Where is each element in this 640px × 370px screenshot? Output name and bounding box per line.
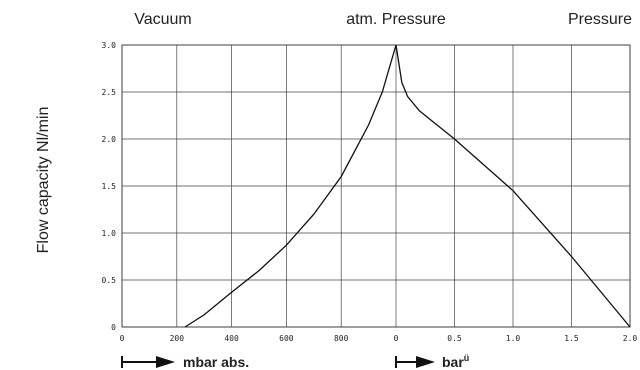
y-tick-label: 0.5 xyxy=(102,276,117,285)
x-tick-label: 0 xyxy=(394,334,399,343)
y-tick-label: 2.0 xyxy=(102,135,117,144)
y-tick-label: 3.0 xyxy=(102,41,117,50)
header-label: Pressure xyxy=(568,11,632,28)
header-label: atm. Pressure xyxy=(346,11,446,28)
curve xyxy=(395,44,631,328)
x-tick-label: 800 xyxy=(334,334,349,343)
x2-axis-label-text: bar xyxy=(442,354,464,370)
x-tick-label: 600 xyxy=(279,334,294,343)
x2-axis-label: barü xyxy=(442,353,469,370)
curve xyxy=(184,44,397,328)
x-tick-label: 0 xyxy=(120,334,125,343)
y-tick-label: 2.5 xyxy=(102,88,117,97)
y-tick-label: 1.0 xyxy=(102,229,117,238)
y-axis-label: Flow capacity Nl/min xyxy=(35,107,52,254)
x-axis-label: mbar abs. xyxy=(183,354,249,370)
y-tick-label: 1.5 xyxy=(102,182,117,191)
x2-axis-label-sup: ü xyxy=(464,353,470,363)
x-tick-label: 1.5 xyxy=(564,334,579,343)
header-label: Vacuum xyxy=(134,11,192,28)
x-tick-label: 200 xyxy=(170,334,185,343)
x-tick-label: 1.0 xyxy=(506,334,521,343)
y-tick-label: 0 xyxy=(111,323,116,332)
x-tick-label: 400 xyxy=(224,334,239,343)
x-tick-label: 2.0 xyxy=(623,334,638,343)
arrow xyxy=(121,356,435,368)
x-tick-label: 0.5 xyxy=(447,334,462,343)
